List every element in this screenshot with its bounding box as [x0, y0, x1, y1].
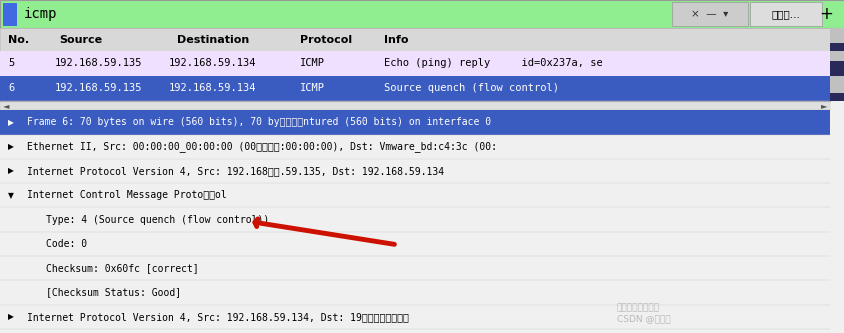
FancyBboxPatch shape: [0, 76, 829, 101]
FancyBboxPatch shape: [671, 2, 747, 26]
Text: 192.168.59.135: 192.168.59.135: [55, 83, 143, 94]
Text: Echo (ping) reply     id=0x237a, se: Echo (ping) reply id=0x237a, se: [384, 58, 603, 69]
Text: Source: Source: [59, 35, 102, 45]
Text: Code: 0: Code: 0: [46, 239, 88, 249]
Text: Destination: Destination: [177, 35, 250, 45]
Text: ◄: ◄: [3, 101, 9, 110]
Text: Internet Protocol Version 4, Src: 192.168公社.59.135, Dst: 192.168.59.134: Internet Protocol Version 4, Src: 192.16…: [27, 166, 444, 176]
FancyBboxPatch shape: [0, 110, 829, 135]
Text: icmp: icmp: [24, 7, 57, 21]
FancyBboxPatch shape: [0, 207, 829, 232]
FancyBboxPatch shape: [0, 280, 829, 305]
FancyBboxPatch shape: [0, 305, 829, 329]
FancyBboxPatch shape: [829, 93, 844, 101]
FancyBboxPatch shape: [0, 183, 829, 207]
Text: ▶: ▶: [8, 118, 14, 127]
Text: 192.168.59.135: 192.168.59.135: [55, 58, 143, 69]
Text: 5: 5: [8, 58, 14, 69]
Text: ▶: ▶: [8, 142, 14, 151]
FancyBboxPatch shape: [0, 101, 829, 110]
FancyBboxPatch shape: [829, 28, 844, 101]
Text: Protocol: Protocol: [300, 35, 352, 45]
Text: 192.168.59.134: 192.168.59.134: [169, 83, 257, 94]
Text: 计算机与网络安全
CSDN @完欲魔: 计算机与网络安全 CSDN @完欲魔: [616, 303, 669, 323]
Text: ▶: ▶: [8, 166, 14, 175]
FancyBboxPatch shape: [0, 0, 844, 28]
Text: Internet Protocol Version 4, Src: 192.168.59.134, Dst: 19计算机与网络安全: Internet Protocol Version 4, Src: 192.16…: [27, 312, 408, 322]
Text: Checksum: 0x60fc [correct]: Checksum: 0x60fc [correct]: [46, 263, 199, 273]
FancyBboxPatch shape: [0, 256, 829, 280]
Text: +: +: [819, 5, 832, 23]
FancyBboxPatch shape: [0, 51, 829, 76]
Text: ×  —  ▾: × — ▾: [690, 9, 728, 19]
Text: Source quench (flow control): Source quench (flow control): [384, 83, 559, 94]
Text: ICMP: ICMP: [300, 58, 325, 69]
Text: ▼: ▼: [8, 191, 14, 200]
FancyBboxPatch shape: [829, 43, 844, 51]
FancyBboxPatch shape: [0, 28, 829, 51]
FancyBboxPatch shape: [749, 2, 821, 26]
FancyBboxPatch shape: [0, 135, 829, 159]
Text: 6: 6: [8, 83, 14, 94]
Text: ICMP: ICMP: [300, 83, 325, 94]
FancyBboxPatch shape: [3, 3, 17, 26]
FancyBboxPatch shape: [0, 232, 829, 256]
FancyBboxPatch shape: [829, 61, 844, 76]
Text: Info: Info: [384, 35, 408, 45]
FancyBboxPatch shape: [0, 159, 829, 183]
Text: 表达式...: 表达式...: [771, 9, 799, 19]
Text: Frame 6: 70 bytes on wire (560 bits), 70 by网络安全ntured (560 bits) on interface 0: Frame 6: 70 bytes on wire (560 bits), 70…: [27, 117, 490, 128]
Text: No.: No.: [8, 35, 30, 45]
Text: [Checksum Status: Good]: [Checksum Status: Good]: [46, 287, 181, 298]
Text: 192.168.59.134: 192.168.59.134: [169, 58, 257, 69]
Text: Internet Control Message Proto安全ol: Internet Control Message Proto安全ol: [27, 190, 226, 200]
Text: ▶: ▶: [8, 312, 14, 321]
Text: Ethernet II, Src: 00:00:00_00:00:00 (00机与网络:00:00:00), Dst: Vmware_bd:c4:3c (00:: Ethernet II, Src: 00:00:00_00:00:00 (00机…: [27, 141, 496, 152]
Text: Type: 4 (Source quench (flow control)): Type: 4 (Source quench (flow control)): [46, 214, 269, 225]
Text: ►: ►: [820, 101, 827, 110]
